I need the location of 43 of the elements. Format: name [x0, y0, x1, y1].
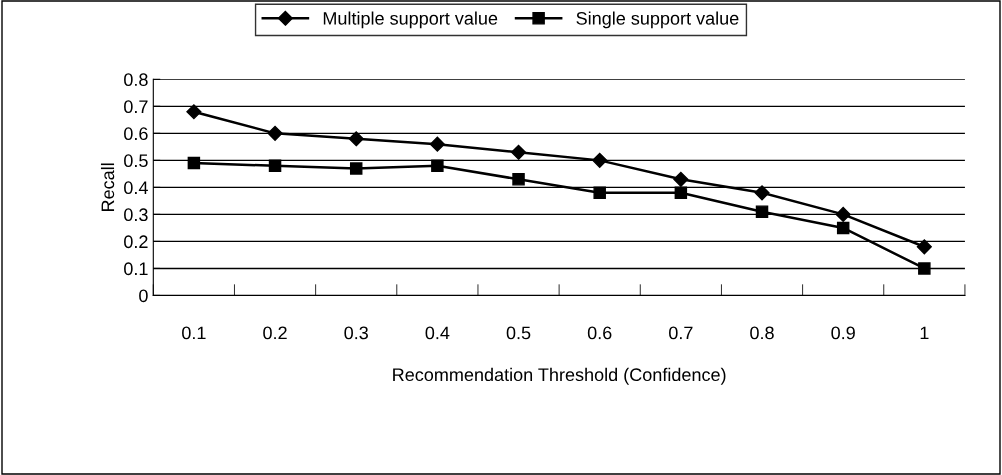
point: [835, 206, 851, 222]
point: [755, 205, 769, 218]
point: [187, 156, 201, 170]
point: [348, 131, 364, 147]
point: [512, 173, 525, 186]
y-tick-label: 0.3: [124, 208, 148, 222]
point: [186, 104, 202, 120]
point: [593, 186, 606, 200]
point: [510, 144, 527, 160]
x-tick-label: 0.1: [182, 326, 206, 340]
y-tick-label: 0.6: [124, 127, 148, 141]
point: [349, 162, 363, 175]
point: [268, 159, 282, 173]
point: [754, 185, 770, 201]
point: [674, 186, 688, 200]
legend-label: Single support value: [576, 11, 739, 29]
y-tick-label: 0.1: [124, 262, 148, 276]
x-tick-label: 0.7: [669, 326, 693, 340]
y-axis-title: Recall: [100, 163, 115, 211]
y-tick-label: 0.2: [124, 235, 148, 249]
point: [916, 239, 932, 255]
point: [267, 125, 283, 141]
y-tick-label: 0.4: [124, 181, 148, 195]
y-tick-label: 0.5: [124, 154, 148, 168]
y-tick-label: 0.7: [124, 100, 148, 114]
x-tick-label: 0.6: [587, 326, 612, 340]
point: [431, 159, 444, 173]
point: [592, 152, 608, 168]
y-tick-label: 0.8: [124, 73, 148, 87]
x-tick-label: 0.3: [344, 326, 368, 340]
x-tick-label: 0.2: [263, 326, 287, 340]
y-tick-label: 0: [139, 289, 148, 303]
x-tick-label: 1: [920, 326, 929, 340]
x-tick-label: 0.9: [831, 326, 855, 340]
point: [918, 262, 931, 275]
point: [836, 221, 850, 235]
point: [673, 171, 689, 187]
x-axis-title: Recommendation Threshold (Confidence): [393, 367, 726, 385]
x-tick-label: 0.8: [750, 326, 774, 340]
point: [429, 136, 445, 152]
legend-label: Multiple support value: [323, 11, 498, 29]
x-tick-label: 0.4: [425, 326, 450, 340]
x-tick-label: 0.5: [506, 326, 531, 340]
